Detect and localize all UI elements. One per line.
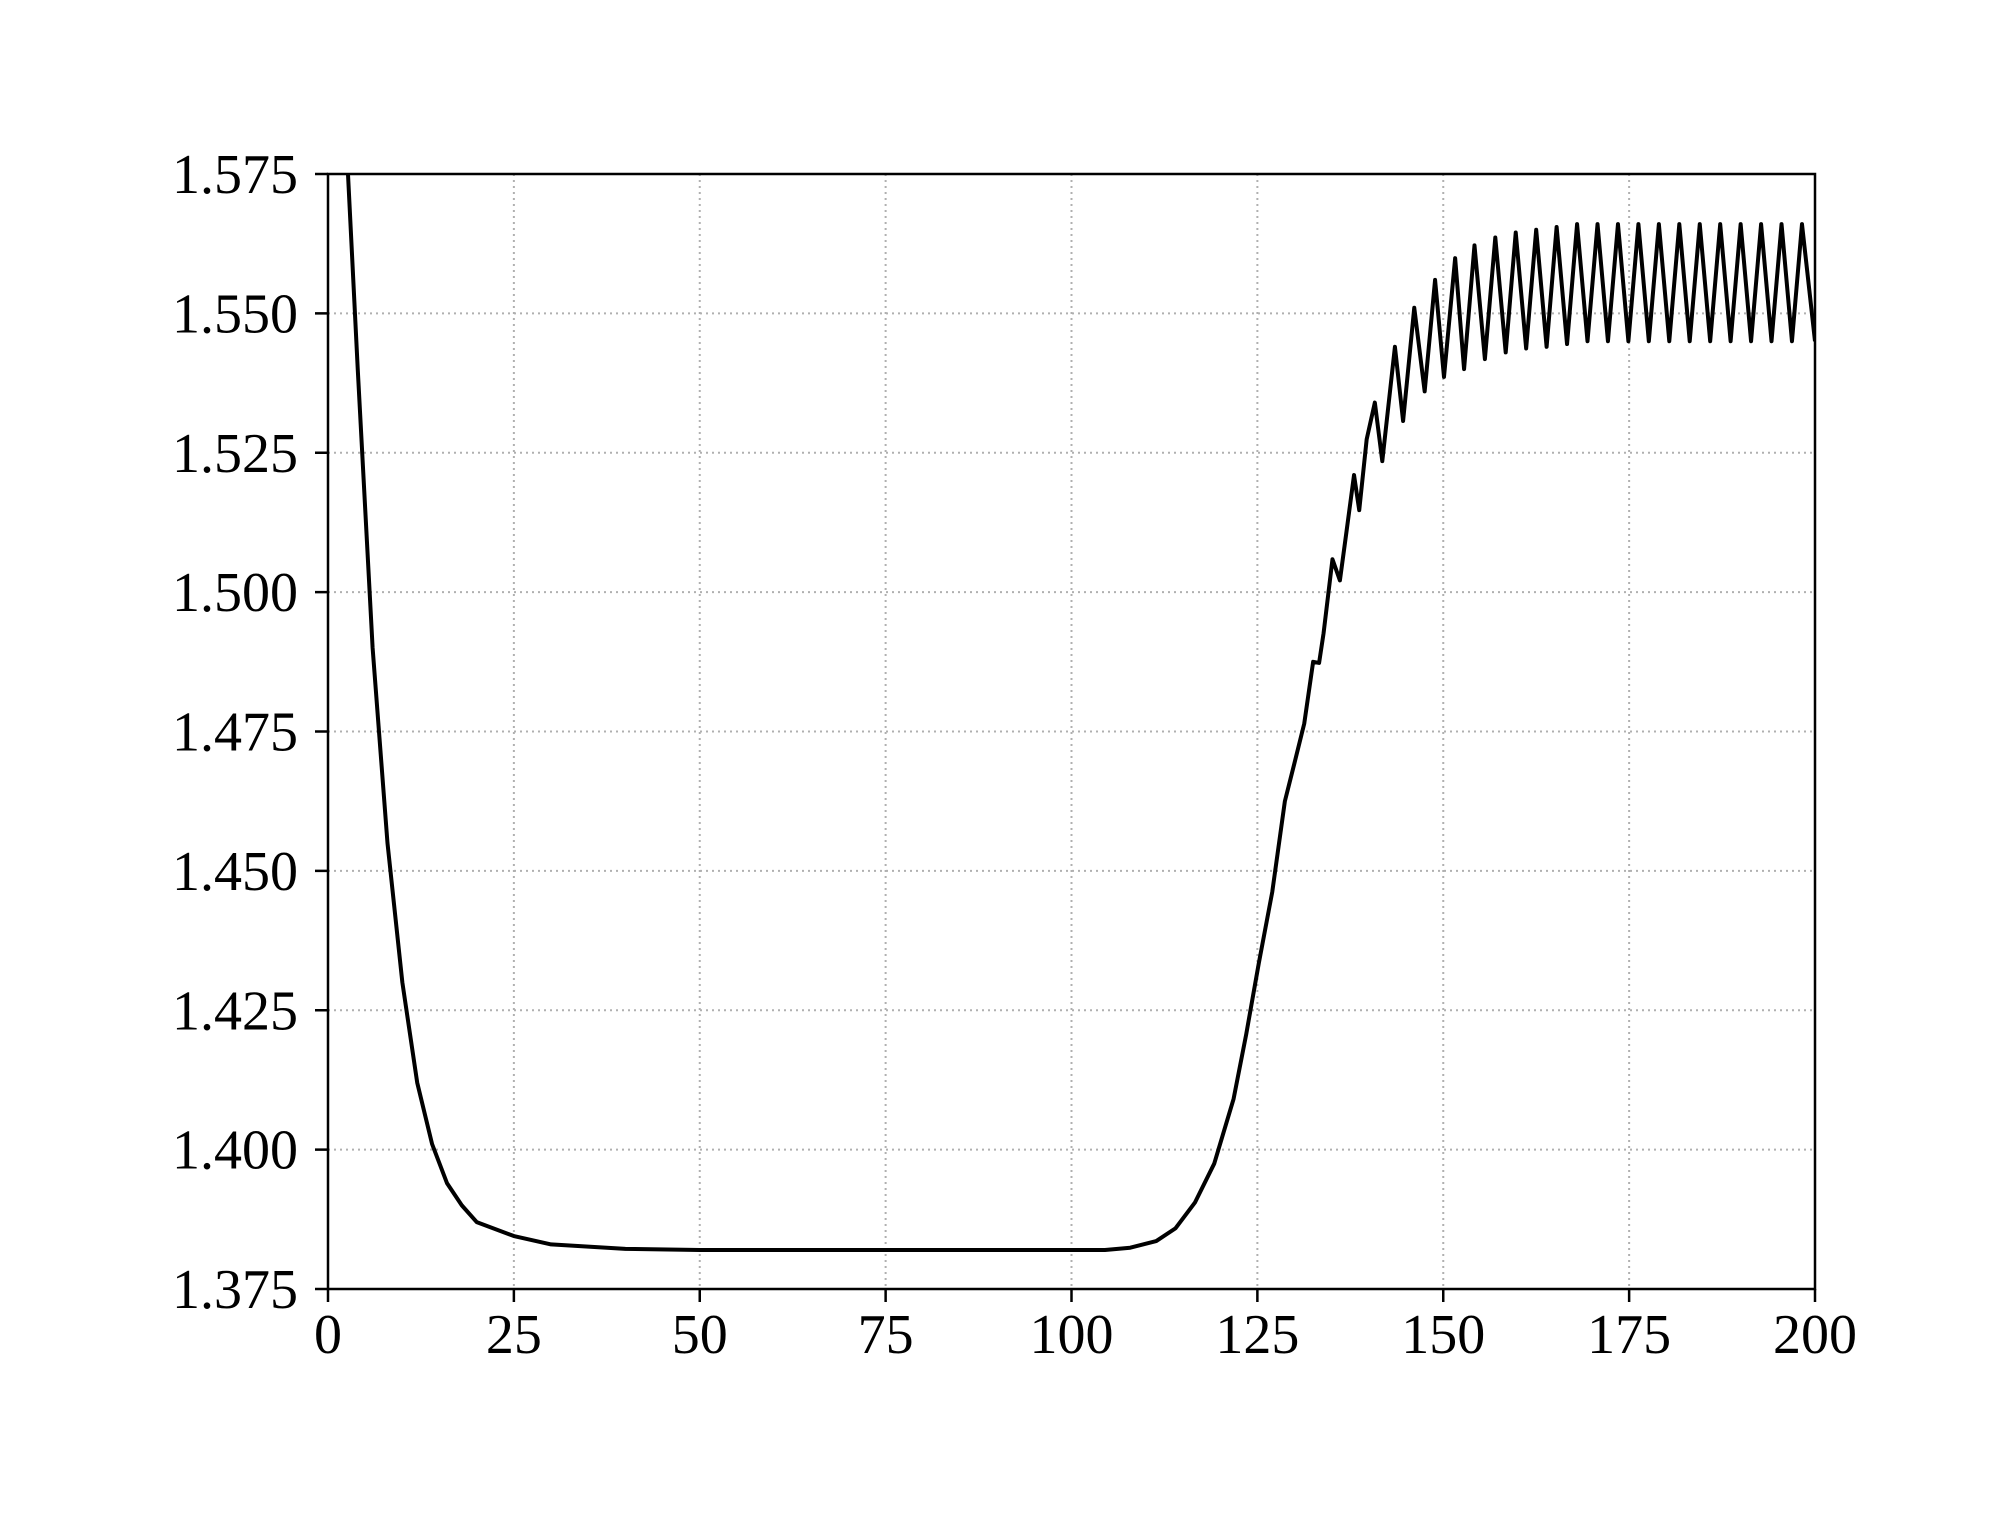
x-tick-label: 200 bbox=[1773, 1304, 1857, 1366]
x-tick-label: 25 bbox=[486, 1304, 542, 1366]
grid bbox=[327, 173, 1816, 1290]
x-tick-label: 175 bbox=[1587, 1304, 1671, 1366]
x-tick-label: 125 bbox=[1215, 1304, 1299, 1366]
x-tick-label: 75 bbox=[858, 1304, 914, 1366]
y-tick-label: 1.475 bbox=[172, 702, 298, 764]
x-tick-label: 50 bbox=[672, 1304, 728, 1366]
data-line bbox=[345, 174, 1815, 1252]
y-tick-label: 1.575 bbox=[172, 144, 298, 206]
y-tick-label: 1.550 bbox=[172, 283, 298, 345]
y-tick-label: 1.500 bbox=[172, 562, 298, 624]
ticks: 0 25 50 75 100 125 150 175 200 1.375 1.400 1.425 1.4… bbox=[172, 144, 1857, 1366]
plot-area bbox=[345, 174, 1815, 1252]
y-tick-label: 1.450 bbox=[172, 841, 298, 903]
y-tick-label: 1.425 bbox=[172, 980, 298, 1042]
x-tick-label: 150 bbox=[1401, 1304, 1485, 1366]
y-tick-label: 1.375 bbox=[172, 1259, 298, 1321]
y-tick-label: 1.525 bbox=[172, 423, 298, 485]
x-tick-label: 0 bbox=[314, 1304, 342, 1366]
y-tick-label: 1.400 bbox=[172, 1120, 298, 1182]
x-tick-label: 100 bbox=[1030, 1304, 1114, 1366]
